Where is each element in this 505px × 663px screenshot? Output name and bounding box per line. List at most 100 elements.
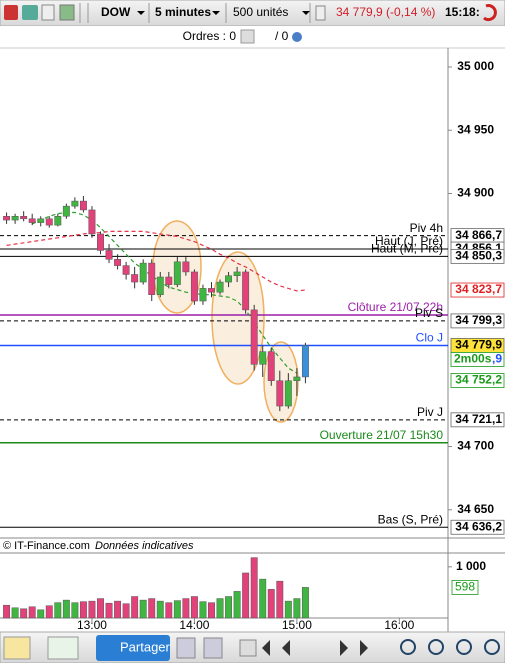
volume-bar: [284, 600, 292, 619]
zoom-out[interactable]: [428, 639, 444, 655]
candle-body: [225, 275, 233, 283]
candle-body: [20, 216, 28, 220]
candle-body: [182, 261, 190, 273]
icon[interactable]: [41, 4, 55, 21]
y-tick-label: 34 650: [457, 502, 494, 516]
price-label: 34 636,2: [455, 519, 502, 533]
candle-body: [233, 271, 241, 276]
candle-body: [216, 281, 224, 293]
dropdown-arrow: [302, 11, 310, 15]
price-label: 34 823,7: [455, 282, 502, 296]
candle-body: [148, 262, 156, 295]
candle-body: [293, 376, 301, 381]
level-label: Haut (M, Pré): [371, 242, 443, 256]
volume-bar: [20, 608, 28, 619]
annotations: [152, 220, 299, 423]
candle-body: [45, 218, 53, 226]
level-label: Clo J: [416, 331, 443, 345]
volume-bar: [259, 578, 267, 619]
indicator-tool[interactable]: [47, 636, 79, 660]
candle-body: [28, 218, 36, 223]
symbol[interactable]: DOW: [101, 5, 131, 19]
y-tick-label: 35 000: [457, 59, 494, 73]
source: © IT-Finance.com: [3, 540, 90, 552]
price-label: 34 866,7: [455, 228, 502, 242]
volume-tick-label: 1 000: [456, 559, 486, 573]
volume-bar: [139, 599, 147, 619]
zoom-in[interactable]: [400, 639, 416, 655]
icon[interactable]: [239, 639, 257, 657]
icon[interactable]: [22, 5, 38, 20]
nav-right[interactable]: [340, 640, 368, 656]
countdown: 2m00s: [454, 352, 492, 366]
candle-body: [199, 288, 207, 302]
volume-bar: [199, 601, 207, 619]
level-label: Ouverture 21/07 15h30: [320, 428, 444, 442]
volume-bar: [71, 602, 79, 619]
volume-bar: [276, 580, 284, 619]
orders-pending: / 0: [275, 29, 289, 43]
candle-body: [208, 288, 215, 293]
dropdown-arrow: [212, 11, 220, 15]
moving-average: [6, 230, 306, 292]
price-label: 34 721,1: [455, 412, 502, 426]
price-label: 34 779,9: [455, 338, 502, 352]
candle-body: [62, 205, 70, 217]
share-label[interactable]: Partager: [120, 639, 171, 654]
icon[interactable]: [315, 5, 326, 21]
refresh-icon[interactable]: [483, 4, 497, 22]
price-box: [450, 282, 505, 298]
candle-body: [173, 261, 181, 285]
volume-bar: [301, 587, 309, 619]
share-button[interactable]: [96, 635, 170, 661]
volume-bar: [190, 596, 198, 619]
price-box: [450, 412, 505, 428]
volume-bar: [233, 591, 241, 619]
volume-bar: [173, 600, 181, 619]
candle-body: [79, 200, 87, 211]
candle-body: [250, 309, 258, 365]
volume-last-label: 598: [455, 580, 475, 594]
level-label: Piv J: [417, 405, 443, 419]
draw-tool[interactable]: [3, 636, 31, 660]
candle-body: [54, 216, 62, 226]
quote: 34 779,9 (-0,14 %): [336, 5, 435, 19]
nav-left[interactable]: [262, 640, 290, 656]
volume-last-box: [451, 579, 479, 595]
x-tick-label: 14:00: [179, 618, 209, 632]
icon[interactable]: [59, 4, 75, 21]
icon[interactable]: [4, 5, 18, 20]
countdown-box: [450, 352, 505, 367]
volume-bar: [45, 605, 53, 619]
toolbar-icons: [4, 3, 497, 23]
candle-body: [139, 262, 147, 283]
time: 15:18:: [445, 5, 480, 19]
price-box: [450, 519, 505, 535]
units[interactable]: 500 unités: [233, 5, 288, 19]
volume-bar: [242, 572, 250, 619]
level-label: Haut (J, Pré): [375, 234, 443, 248]
interval[interactable]: 5 minutes: [155, 5, 211, 19]
candle-body: [88, 209, 96, 235]
candle-body: [284, 380, 292, 407]
zoom-fit[interactable]: [484, 639, 500, 655]
candle-body: [190, 271, 198, 302]
level-label: Piv 4h: [410, 221, 443, 235]
level-label: Bas (S, Pré): [378, 512, 443, 526]
settings-icon[interactable]: [292, 32, 302, 42]
y-tick-label: 34 700: [457, 439, 494, 453]
candle-body: [3, 216, 11, 221]
orders: Ordres : 0: [183, 29, 237, 43]
price-label: 34 752,2: [455, 373, 502, 387]
volume-bar: [208, 602, 215, 619]
icon[interactable]: [176, 637, 196, 659]
icon[interactable]: [203, 637, 223, 659]
price-box: [450, 313, 505, 329]
candle-body: [156, 276, 164, 295]
candle-body: [122, 265, 130, 275]
zoom-reset[interactable]: [456, 639, 472, 655]
icon[interactable]: [240, 29, 255, 44]
candle-body: [242, 271, 250, 311]
x-tick-label: 16:00: [384, 618, 414, 632]
